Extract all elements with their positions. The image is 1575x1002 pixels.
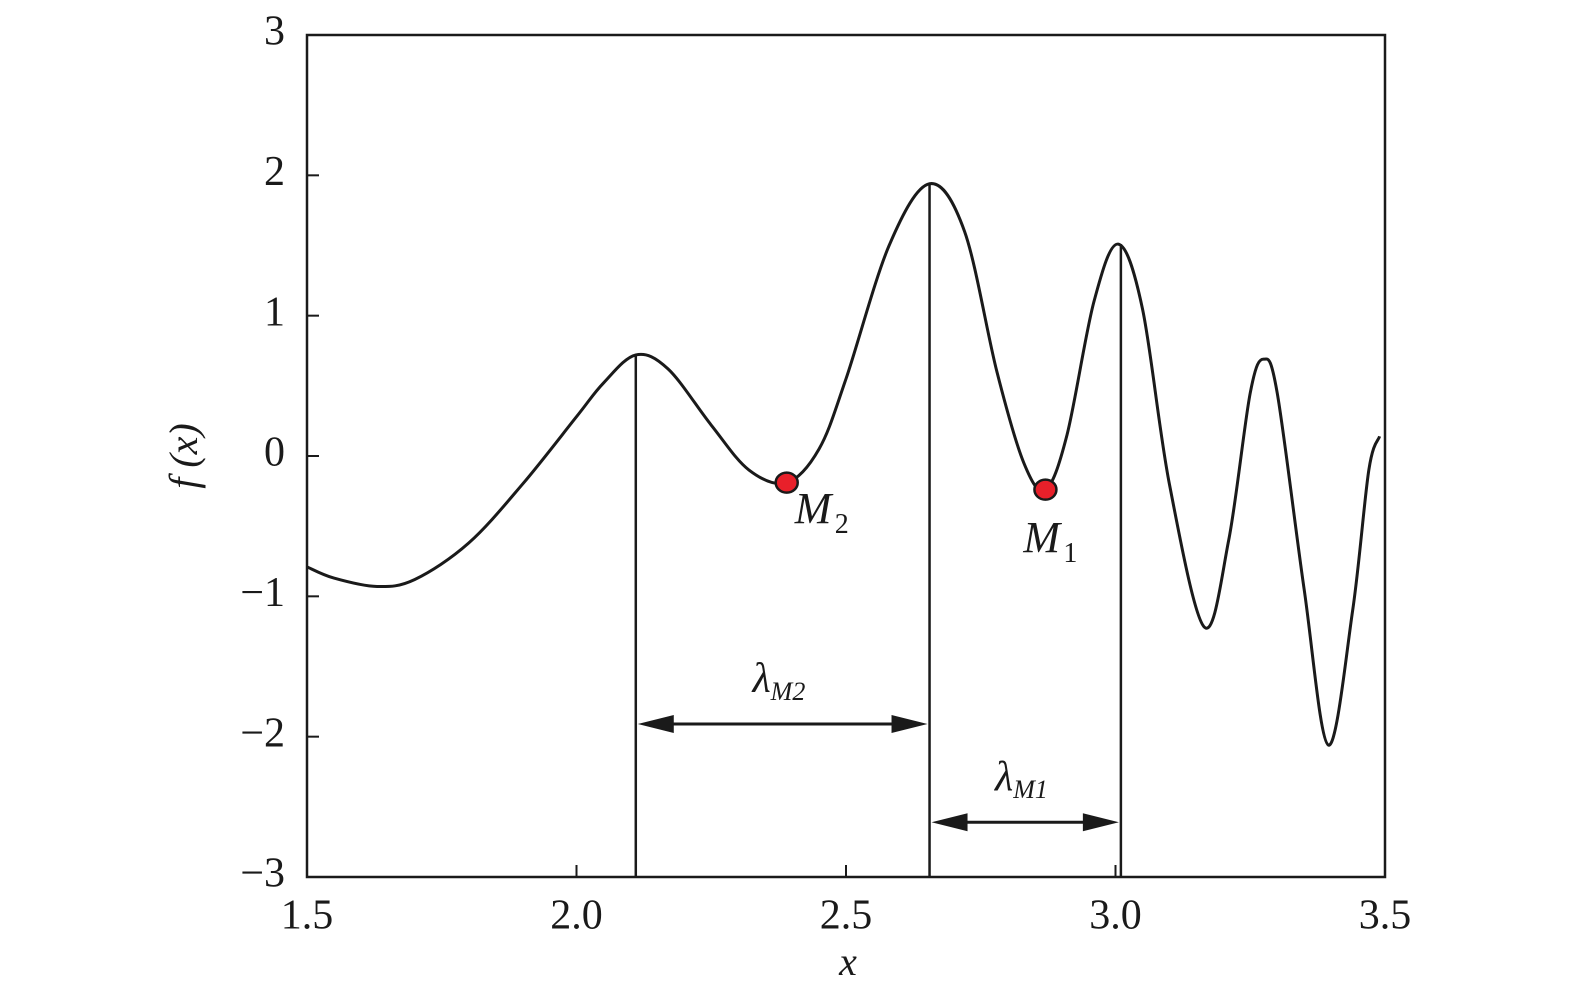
interval-subscript: M1	[1012, 775, 1048, 804]
marker-subscript: 2	[835, 509, 849, 540]
interval-label: λ	[993, 754, 1013, 800]
x-tick-label: 1.5	[281, 893, 334, 939]
y-tick-label: 3	[264, 9, 285, 55]
y-tick-label: −1	[240, 570, 285, 616]
y-tick-label: −2	[240, 710, 285, 756]
interval-label: λ	[750, 656, 770, 702]
minimum-point	[1033, 478, 1058, 501]
marker-subscript: 1	[1063, 538, 1077, 569]
x-tick-label: 3.0	[1089, 893, 1142, 939]
x-tick-label: 2.5	[820, 893, 873, 939]
arrow-head	[1082, 813, 1119, 832]
minimum-point	[774, 471, 799, 494]
y-tick-label: −3	[240, 851, 285, 897]
x-tick-label: 2.0	[550, 893, 603, 939]
y-tick-label: 1	[264, 289, 285, 335]
marker-label: M	[1022, 513, 1062, 562]
y-tick-label: 0	[264, 430, 285, 476]
marker-label: M	[794, 484, 834, 533]
plot-frame	[305, 33, 1387, 879]
x-axis-label: x	[838, 939, 857, 984]
y-tick-label: 2	[264, 149, 285, 195]
arrow-head	[637, 715, 674, 734]
y-axis-label: f (x)	[161, 423, 206, 489]
curve	[306, 182, 1382, 747]
interval-subscript: M2	[770, 677, 806, 706]
arrow-head	[931, 813, 968, 832]
arrow-head	[891, 715, 928, 734]
x-tick-label: 3.5	[1359, 893, 1412, 939]
